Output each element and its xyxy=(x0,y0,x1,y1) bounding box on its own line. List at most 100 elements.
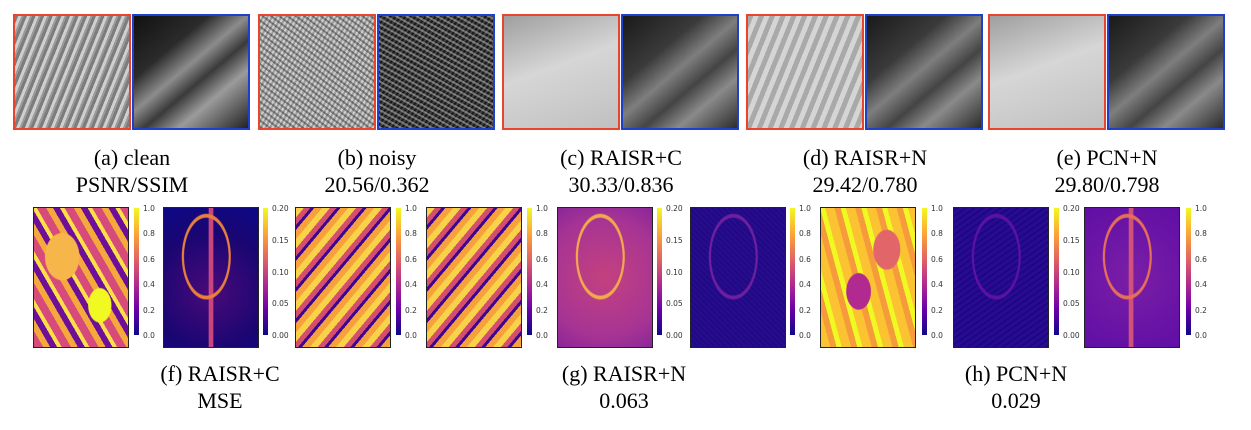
tick: 0.2 xyxy=(799,306,811,315)
tick: 0.20 xyxy=(272,204,289,213)
heatmap-error-raisr-n xyxy=(557,207,653,348)
crop-feather-noisy xyxy=(258,14,376,130)
caption-metric: 20.56/0.362 xyxy=(324,172,430,197)
colorbar xyxy=(527,208,532,335)
tick: 0.6 xyxy=(931,255,943,264)
tick: 0.00 xyxy=(666,331,683,340)
tick: 0.6 xyxy=(799,255,811,264)
tick: 0.15 xyxy=(1063,236,1080,245)
colorbar xyxy=(263,208,268,335)
tick: 0.6 xyxy=(1195,255,1207,264)
tick: 0.0 xyxy=(931,331,943,340)
crop-edge-clean xyxy=(132,14,250,130)
crop-pair-raisr-c xyxy=(502,14,739,132)
colorbar xyxy=(790,208,795,335)
caption-metric: 29.42/0.780 xyxy=(812,172,918,197)
caption-group-h: (h) PCN+N 0.029 xyxy=(896,360,1136,414)
heatmap-diff-pcn-n xyxy=(1084,207,1180,348)
crop-edge-pcn-n xyxy=(1107,14,1225,130)
caption-label: (c) RAISR+C xyxy=(560,145,682,170)
caption-label: (d) RAISR+N xyxy=(802,145,928,170)
tick: 0.8 xyxy=(799,229,811,238)
crop-pair-clean xyxy=(13,14,250,132)
crop-edge-raisr-n xyxy=(865,14,983,130)
heatmap-angle-pcn-n xyxy=(820,207,916,348)
tick: 0.0 xyxy=(536,331,548,340)
tick: 0.4 xyxy=(405,280,417,289)
tick: 0.05 xyxy=(1063,299,1080,308)
tick: 0.15 xyxy=(272,236,289,245)
tick: 0.10 xyxy=(1063,268,1080,277)
tick: 0.6 xyxy=(536,255,548,264)
caption-metric: 29.80/0.798 xyxy=(1054,172,1160,197)
colorbar xyxy=(922,208,927,335)
tick: 0.4 xyxy=(799,280,811,289)
tick: 0.0 xyxy=(799,331,811,340)
heatmap-angle-raisr-c-alt xyxy=(295,207,391,348)
tick: 0.20 xyxy=(1063,204,1080,213)
caption-pcn-n: (e) PCN+N 29.80/0.798 xyxy=(987,144,1227,198)
crop-feather-pcn-n xyxy=(988,14,1106,130)
caption-value: 0.029 xyxy=(991,388,1041,413)
crop-feather-raisr-n xyxy=(746,14,864,130)
colorbar xyxy=(657,208,662,335)
tick: 0.05 xyxy=(666,299,683,308)
tick: 1.0 xyxy=(1195,204,1207,213)
tick: 0.0 xyxy=(405,331,417,340)
tick: 1.0 xyxy=(799,204,811,213)
caption-label: (h) PCN+N xyxy=(964,361,1068,386)
crop-edge-raisr-c xyxy=(621,14,739,130)
tick: 0.8 xyxy=(1195,229,1207,238)
tick: 0.6 xyxy=(405,255,417,264)
tick: 0.8 xyxy=(143,229,155,238)
caption-raisr-n: (d) RAISR+N 29.42/0.780 xyxy=(745,144,985,198)
colorbar xyxy=(1186,208,1191,335)
tick: 0.2 xyxy=(931,306,943,315)
tick: 0.8 xyxy=(405,229,417,238)
heatmap-angle-raisr-c xyxy=(33,207,129,348)
caption-label: (f) RAISR+C xyxy=(160,361,280,386)
tick: 0.10 xyxy=(666,268,683,277)
heatmap-error-pcn-n xyxy=(953,207,1049,348)
heatmap-angle-raisr-n xyxy=(426,207,522,348)
caption-group-f: (f) RAISR+C MSE xyxy=(100,360,340,414)
tick: 0.6 xyxy=(143,255,155,264)
tick: 1.0 xyxy=(536,204,548,213)
caption-noisy: (b) noisy 20.56/0.362 xyxy=(257,144,497,198)
tick: 0.15 xyxy=(666,236,683,245)
tick: 0.4 xyxy=(143,280,155,289)
tick: 0.2 xyxy=(1195,306,1207,315)
caption-label: (g) RAISR+N xyxy=(561,361,687,386)
heatmap-diff-raisr-n xyxy=(690,207,786,348)
tick: 0.4 xyxy=(931,280,943,289)
colorbar xyxy=(1054,208,1059,335)
crop-pair-pcn-n xyxy=(988,14,1225,132)
tick: 0.2 xyxy=(143,306,155,315)
caption-metric: PSNR/SSIM xyxy=(75,172,189,197)
tick: 0.4 xyxy=(536,280,548,289)
tick: 0.8 xyxy=(931,229,943,238)
tick: 0.2 xyxy=(536,306,548,315)
colorbar xyxy=(396,208,401,335)
tick: 0.4 xyxy=(1195,280,1207,289)
tick: 0.00 xyxy=(272,331,289,340)
crop-pair-raisr-n xyxy=(746,14,983,132)
tick: 0.0 xyxy=(143,331,155,340)
tick: 0.05 xyxy=(272,299,289,308)
caption-clean: (a) clean PSNR/SSIM xyxy=(12,144,252,198)
tick: 0.10 xyxy=(272,268,289,277)
caption-label: (e) PCN+N xyxy=(1056,145,1158,170)
tick: 1.0 xyxy=(931,204,943,213)
heatmap-error-raisr-c xyxy=(163,207,259,348)
tick: 0.20 xyxy=(666,204,683,213)
caption-metric: 30.33/0.836 xyxy=(568,172,674,197)
crop-feather-raisr-c xyxy=(502,14,620,130)
crop-pair-noisy xyxy=(258,14,495,132)
caption-label: (b) noisy xyxy=(337,145,417,170)
tick: 0.2 xyxy=(405,306,417,315)
caption-label: (a) clean xyxy=(93,145,171,170)
crop-edge-noisy xyxy=(377,14,495,130)
caption-value: MSE xyxy=(197,388,243,413)
colorbar xyxy=(134,208,139,335)
tick: 0.00 xyxy=(1063,331,1080,340)
